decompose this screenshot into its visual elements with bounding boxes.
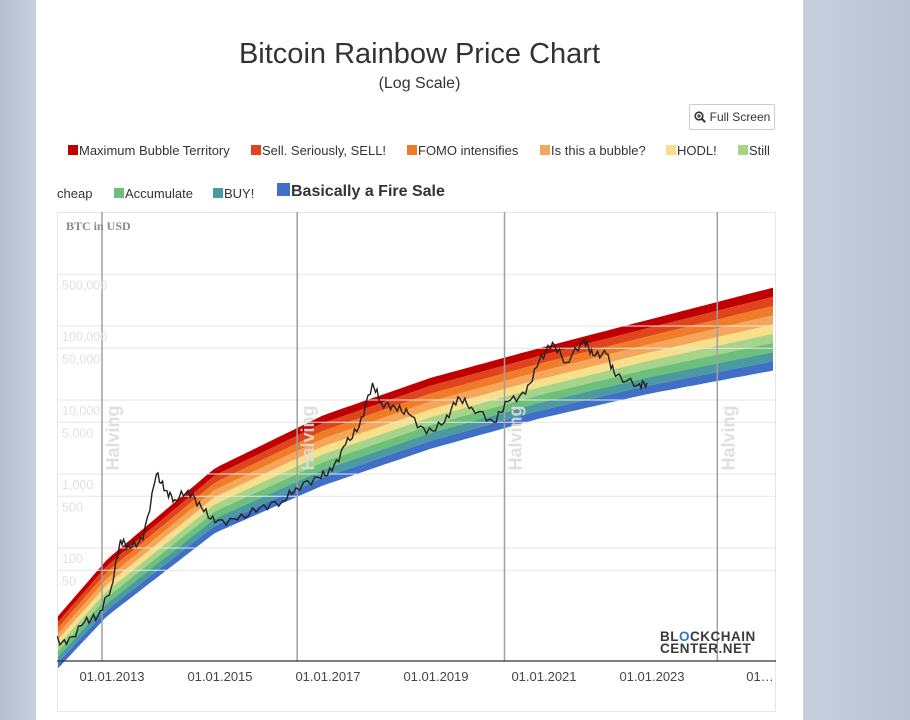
legend-item-accumulate[interactable]: Accumulate bbox=[114, 186, 193, 201]
y-tick-label-6: 500 bbox=[62, 500, 83, 514]
halving-label-1: Halving bbox=[298, 405, 318, 470]
halving-label-0: Halving bbox=[103, 405, 123, 470]
y-tick-label-7: 100 bbox=[62, 552, 83, 566]
y-axis: BTC in USD 500,000 100,000 50,000 10,000 5,00… bbox=[62, 219, 131, 588]
rainbow-bands bbox=[57, 287, 773, 670]
halving-markers: Halving Halving Halving Halving bbox=[101, 212, 738, 661]
x-tick-label-5: 01.01.2023 bbox=[619, 669, 684, 684]
legend-label: Sell. Seriously, SELL! bbox=[262, 143, 387, 158]
legend-swatch bbox=[251, 145, 261, 155]
legend-label: Is this a bubble? bbox=[551, 143, 646, 158]
legend-item-fire-sale[interactable]: Basically a Fire Sale bbox=[277, 183, 445, 201]
chart-card: Bitcoin Rainbow Price Chart (Log Scale) … bbox=[36, 0, 803, 720]
legend-label: Basically a Fire Sale bbox=[291, 183, 445, 200]
legend-label: Still bbox=[749, 143, 770, 158]
x-tick-label-2: 01.01.2017 bbox=[295, 669, 360, 684]
legend-label: FOMO intensifies bbox=[418, 143, 519, 158]
y-tick-label-1: 100,000 bbox=[62, 330, 107, 344]
legend-label: Accumulate bbox=[125, 186, 193, 201]
x-tick-label-3: 01.01.2019 bbox=[403, 669, 468, 684]
y-tick-label-0: 500,000 bbox=[62, 278, 107, 292]
fullscreen-label: Full Screen bbox=[709, 110, 771, 124]
halving-label-3: Halving bbox=[718, 405, 738, 470]
y-tick-label-4: 5,000 bbox=[62, 426, 93, 440]
watermark-line1-rest: CKCHAIN bbox=[690, 629, 756, 644]
watermark-logo-mark: O bbox=[679, 629, 690, 644]
legend-item-maximum-bubble[interactable]: Maximum Bubble Territory bbox=[68, 143, 230, 158]
legend-swatch bbox=[277, 183, 290, 196]
legend-item-still-cheap-cont[interactable]: cheap bbox=[57, 186, 92, 201]
y-tick-label-5: 1,000 bbox=[62, 478, 93, 492]
legend-item-fomo[interactable]: FOMO intensifies bbox=[407, 143, 518, 158]
x-tick-label-0: 01.01.2013 bbox=[79, 669, 144, 684]
y-tick-label-2: 50,000 bbox=[62, 352, 100, 366]
legend-label-cont: cheap bbox=[57, 186, 93, 201]
rainbow-chart[interactable]: Halving Halving Halving Halving BTC in USD 5… bbox=[57, 212, 777, 712]
x-tick-label-1: 01.01.2015 bbox=[187, 669, 252, 684]
x-tick-label-6: 01… bbox=[746, 669, 773, 684]
y-tick-label-8: 50 bbox=[62, 574, 76, 588]
halving-label-2: Halving bbox=[506, 405, 526, 470]
magnifier-plus-icon bbox=[694, 111, 706, 123]
legend-swatch bbox=[738, 145, 748, 155]
legend-swatch bbox=[540, 145, 550, 155]
y-tick-label-3: 10,000 bbox=[62, 404, 100, 418]
legend-label: BUY! bbox=[224, 186, 255, 201]
watermark-line2: CENTER.NET bbox=[660, 641, 752, 656]
chart-subtitle: (Log Scale) bbox=[378, 75, 461, 92]
legend-swatch bbox=[213, 188, 223, 198]
legend-item-sell[interactable]: Sell. Seriously, SELL! bbox=[251, 143, 386, 158]
legend-item-is-this-a-bubble[interactable]: Is this a bubble? bbox=[540, 143, 646, 158]
legend-item-buy[interactable]: BUY! bbox=[213, 186, 254, 201]
price-line-group bbox=[57, 338, 648, 647]
legend-swatch bbox=[68, 145, 78, 155]
chart-title: Bitcoin Rainbow Price Chart bbox=[238, 38, 601, 70]
legend-label: HODL! bbox=[677, 143, 717, 158]
btc-price-line bbox=[57, 338, 648, 647]
plot-border bbox=[57, 212, 776, 712]
y-axis-title: BTC in USD bbox=[66, 219, 131, 233]
legend-item-still-cheap[interactable]: Still bbox=[738, 143, 770, 158]
legend-swatch bbox=[407, 145, 417, 155]
legend-swatch bbox=[114, 188, 124, 198]
legend-label: Maximum Bubble Territory bbox=[79, 143, 230, 158]
grid-lines bbox=[57, 212, 776, 712]
legend-swatch bbox=[666, 145, 676, 155]
watermark-line1: BLOCKCHAIN bbox=[660, 629, 756, 644]
legend-item-hodl[interactable]: HODL! bbox=[666, 143, 717, 158]
legend: Maximum Bubble Territory Sell. Seriously… bbox=[36, 0, 803, 210]
x-tick-label-4: 01.01.2021 bbox=[511, 669, 576, 684]
fullscreen-button[interactable]: Full Screen bbox=[689, 104, 775, 130]
x-axis: 01.01.2013 01.01.2015 01.01.2017 01.01.2019… bbox=[57, 660, 776, 684]
